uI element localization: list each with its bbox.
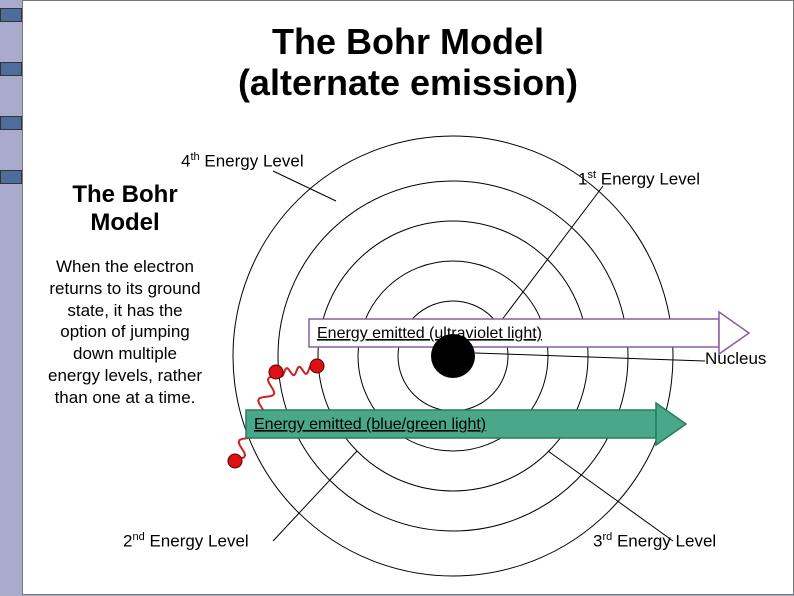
side-marker	[0, 8, 22, 22]
side-marker	[0, 62, 22, 76]
side-marker	[0, 170, 22, 184]
side-marker	[0, 116, 22, 130]
svg-text:Energy emitted (blue/green lig: Energy emitted (blue/green light)	[254, 416, 486, 433]
content-area: The Bohr Model(alternate emission) The B…	[22, 0, 794, 595]
svg-text:Energy emitted (ultraviolet li: Energy emitted (ultraviolet light)	[317, 325, 542, 342]
uv-emission-arrow: Energy emitted (ultraviolet light)	[309, 312, 749, 354]
bluegreen-emission-arrow: Energy emitted (blue/green light)	[246, 403, 686, 445]
bohr-diagram: Energy emitted (ultraviolet light) Energy…	[23, 1, 794, 596]
